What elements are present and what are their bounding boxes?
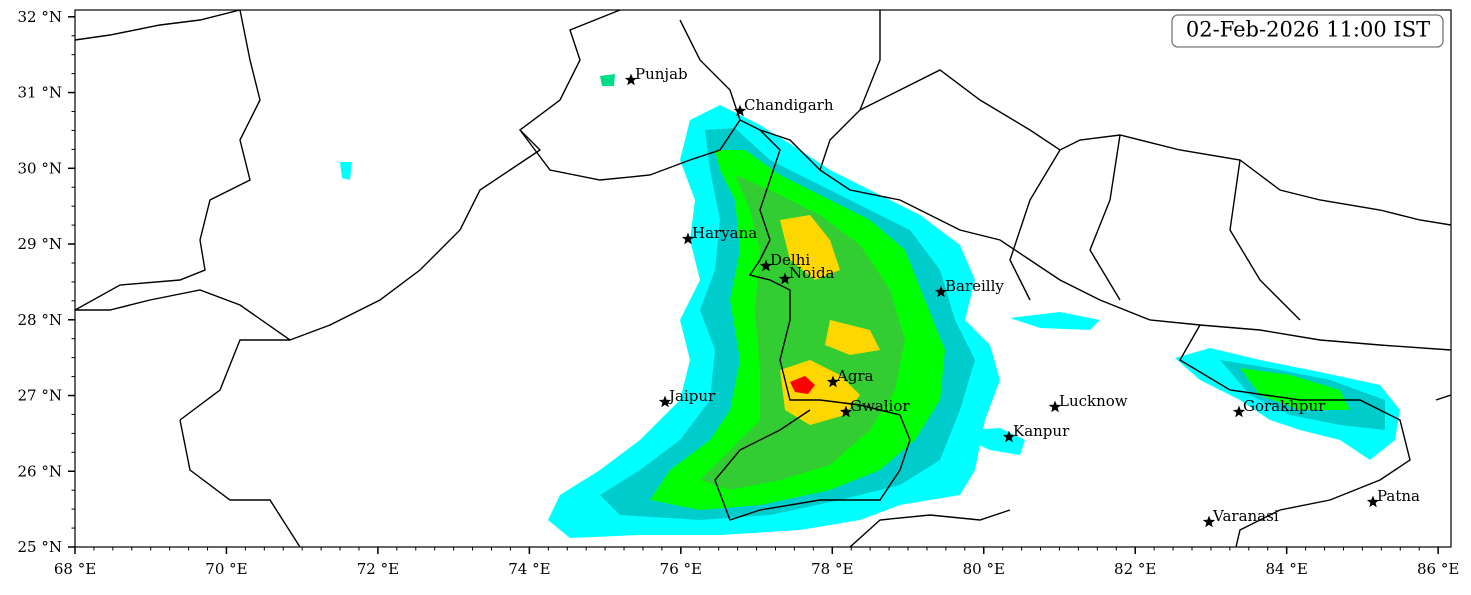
city-marker [839, 405, 853, 418]
y-tick-label: 30 °N [18, 159, 62, 177]
x-tick-label: 82 °E [1114, 560, 1156, 578]
city-marker [778, 272, 792, 285]
city-marker [733, 104, 747, 117]
city-marker [658, 395, 672, 408]
city-label: Noida [789, 264, 835, 282]
city-label: Gwalior [850, 397, 910, 415]
rain-shading [340, 74, 1400, 538]
x-tick-label: 80 °E [963, 560, 1005, 578]
boundaries [75, 10, 1451, 547]
city-marker [624, 73, 638, 86]
city-marker [1048, 400, 1062, 413]
x-tick-label: 76 °E [660, 560, 702, 578]
x-tick-label: 78 °E [811, 560, 853, 578]
city-marker [934, 285, 948, 298]
city-label: Jaipur [667, 387, 716, 405]
city-marker [826, 375, 840, 388]
city-label: Patna [1377, 487, 1420, 505]
y-tick-label: 29 °N [18, 235, 62, 253]
x-tick-label: 86 °E [1417, 560, 1459, 578]
y-tick-label: 32 °N [18, 8, 62, 26]
y-tick-label: 31 °N [18, 84, 62, 102]
x-tick-label: 72 °E [357, 560, 399, 578]
x-tick-label: 84 °E [1266, 560, 1308, 578]
city-label: Kanpur [1013, 422, 1070, 440]
city-label: Agra [836, 367, 874, 385]
y-tick-label: 25 °N [18, 538, 62, 556]
city-label: Delhi [770, 251, 810, 269]
city-marker [1002, 430, 1016, 443]
y-tick-label: 26 °N [18, 462, 62, 480]
x-tick-label: 74 °E [508, 560, 550, 578]
x-tick-label: 68 °E [54, 560, 96, 578]
city-label: Punjab [635, 65, 688, 83]
city-marker [681, 232, 695, 245]
x-tick-label: 70 °E [205, 560, 247, 578]
city-marker [1232, 405, 1246, 418]
y-tick-label: 27 °N [18, 387, 62, 405]
map-layer [75, 10, 1451, 547]
city-label: Lucknow [1059, 392, 1128, 410]
timestamp: 02-Feb-2026 11:00 IST [1186, 18, 1430, 42]
timestamp-box [1171, 14, 1444, 48]
city-marker [759, 259, 773, 272]
city-label: Gorakhpur [1243, 397, 1326, 415]
city-marker [1202, 515, 1216, 528]
y-tick-label: 28 °N [18, 311, 62, 329]
axis-ticks: 68 °E 70 °E 72 °E 74 °E 76 °E 78 °E 80 °E 82 °E… [18, 8, 1460, 578]
city-label: Haryana [692, 224, 757, 242]
city-label: Chandigarh [744, 96, 834, 114]
city-label: Bareilly [945, 277, 1004, 295]
plot-frame [74, 9, 1452, 548]
city-label: Varanasi [1212, 507, 1279, 525]
city-marker [1366, 495, 1380, 508]
